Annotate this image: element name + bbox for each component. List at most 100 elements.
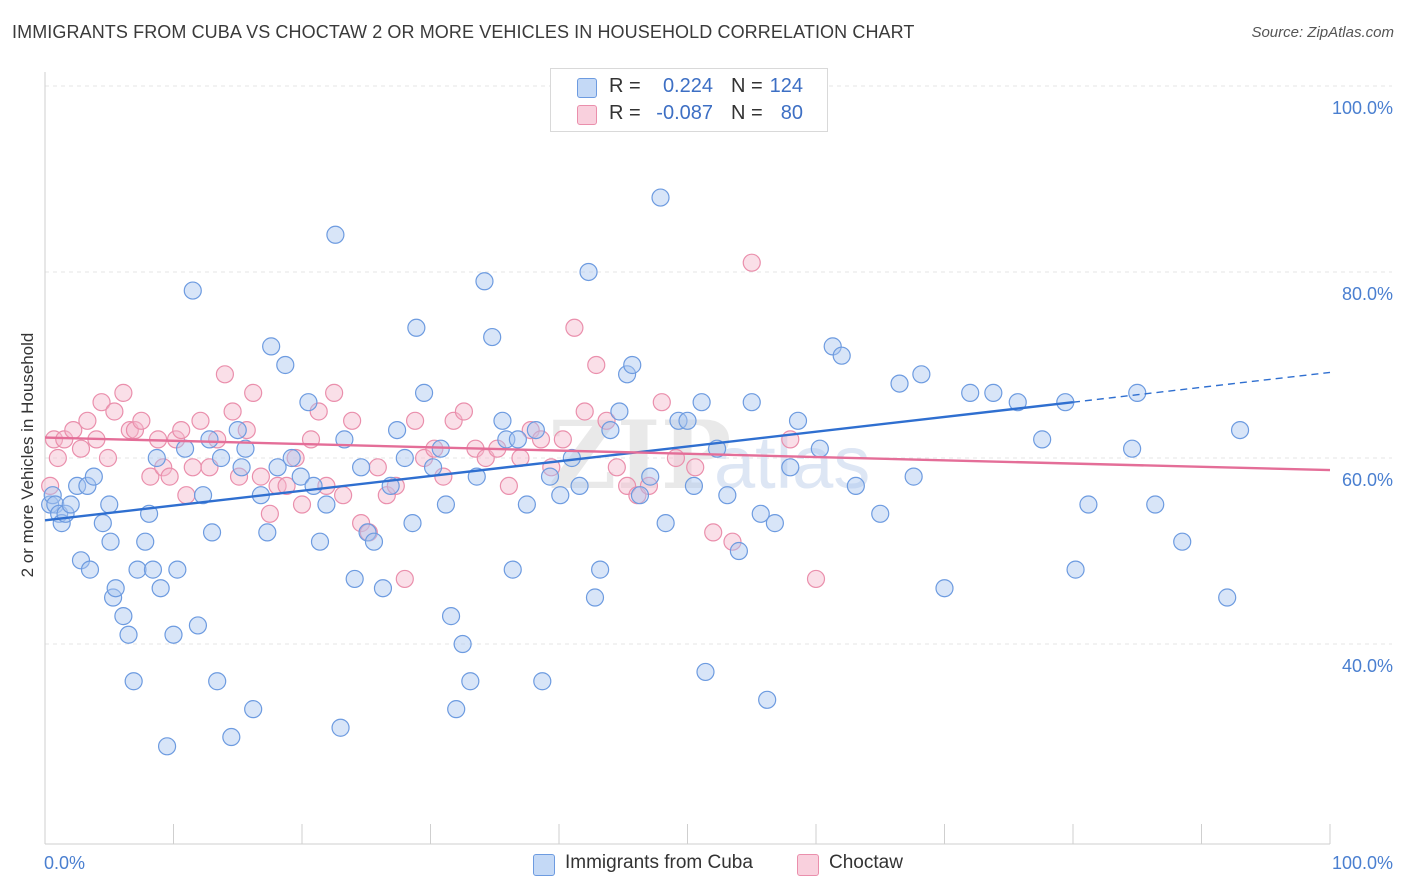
cuba-point — [403, 514, 422, 533]
cuba-point — [570, 476, 589, 496]
choctaw-point — [395, 569, 414, 589]
cuba-point — [222, 727, 241, 747]
cuba-point — [1123, 439, 1142, 458]
choctaw-point — [286, 448, 305, 468]
choctaw-point — [215, 365, 234, 384]
series-legend: Immigrants from Cuba Choctaw — [0, 852, 1406, 878]
choctaw-point — [325, 383, 344, 402]
cuba-point — [591, 560, 610, 579]
cuba-point — [282, 448, 301, 468]
cuba-point — [100, 495, 119, 514]
cuba-point — [157, 737, 177, 756]
cuba-point — [961, 383, 980, 402]
cuba-point — [551, 486, 570, 505]
cuba-point — [1079, 495, 1098, 514]
cuba-point — [1008, 393, 1027, 412]
cuba-point — [846, 476, 865, 496]
cuba-point — [610, 402, 629, 421]
legend-label-choctaw: Choctaw — [829, 852, 903, 873]
cuba-point — [395, 448, 414, 468]
cuba-point — [585, 588, 605, 607]
cuba-point — [200, 430, 219, 449]
choctaw-point — [575, 402, 594, 421]
cuba-point — [890, 374, 909, 393]
cuba-point — [984, 383, 1003, 402]
cuba-point — [183, 281, 202, 300]
chart-title: IMMIGRANTS FROM CUBA VS CHOCTAW 2 OR MOR… — [12, 22, 915, 42]
r-label: R = — [609, 102, 641, 124]
choctaw-point — [183, 458, 202, 477]
cuba-point — [618, 365, 637, 384]
choctaw-point — [141, 467, 160, 486]
choctaw-point — [742, 253, 761, 272]
cuba-point — [193, 486, 213, 505]
cuba-point — [526, 420, 545, 440]
choctaw-point — [652, 393, 671, 412]
choctaw-point — [553, 430, 572, 449]
stats-legend: R = 0.224 N = 124 R = -0.087 N = 80 — [550, 68, 828, 132]
n-label: N = — [731, 75, 763, 97]
choctaw-point — [587, 355, 606, 375]
cuba-point — [579, 262, 598, 282]
choctaw-point — [251, 467, 270, 486]
choctaw-point — [454, 402, 474, 421]
trend-lines — [44, 371, 1331, 522]
source-label: Source: ZipAtlas.com — [1251, 24, 1394, 41]
cuba-point — [68, 476, 87, 496]
cuba-point — [143, 560, 163, 579]
cuba-point — [147, 448, 166, 468]
choctaw-swatch — [577, 105, 597, 125]
cuba-point — [80, 560, 100, 579]
cuba-point — [93, 514, 112, 533]
cuba-point — [1146, 495, 1165, 514]
cuba-point — [61, 495, 80, 514]
choctaw-point — [607, 458, 626, 477]
cuba-point — [151, 579, 170, 598]
choctaw-point — [191, 411, 210, 430]
cuba-point — [1066, 560, 1085, 579]
cuba-point — [168, 560, 187, 579]
cuba-point — [1033, 430, 1052, 449]
cuba-point — [268, 458, 287, 477]
choctaw-point — [531, 430, 551, 449]
cuba-point — [331, 718, 350, 737]
y-tick-label: 40.0% — [1342, 656, 1393, 676]
cuba-point — [136, 532, 155, 551]
cuba-point — [345, 569, 364, 589]
cuba-trend-line — [44, 401, 1074, 522]
r-label: R = — [609, 75, 641, 97]
cuba-point — [601, 420, 620, 440]
n-label: N = — [731, 102, 763, 124]
cuba-point — [208, 672, 227, 691]
cuba-point — [788, 411, 808, 430]
cuba-point — [765, 514, 784, 533]
choctaw-point — [368, 458, 387, 477]
cuba-trend-extension — [1072, 371, 1331, 403]
cuba-point — [175, 439, 195, 458]
choctaw-point — [114, 383, 133, 402]
cuba-point — [299, 393, 318, 412]
cuba-point — [244, 700, 263, 719]
cuba-point — [228, 420, 247, 440]
cuba-point — [326, 225, 345, 244]
cuba-point — [461, 672, 480, 691]
cuba-point — [114, 607, 133, 626]
choctaw-point — [309, 402, 328, 421]
cuba-point — [533, 672, 552, 691]
cuba-point — [781, 458, 800, 477]
axes — [44, 72, 1331, 845]
choctaw-point — [78, 411, 97, 430]
cuba-point — [304, 476, 323, 496]
cuba-point — [335, 430, 354, 449]
choctaw-point — [723, 532, 742, 551]
choctaw-point — [277, 476, 296, 496]
cuba-point — [678, 411, 697, 430]
cuba-point — [623, 355, 642, 375]
choctaw-point — [292, 495, 312, 514]
choctaw-point — [160, 467, 179, 486]
choctaw-point — [565, 318, 584, 337]
cuba-point — [1230, 420, 1250, 440]
y-tick-label: 60.0% — [1342, 470, 1393, 490]
choctaw-point — [686, 458, 705, 477]
cuba-point — [508, 430, 527, 449]
